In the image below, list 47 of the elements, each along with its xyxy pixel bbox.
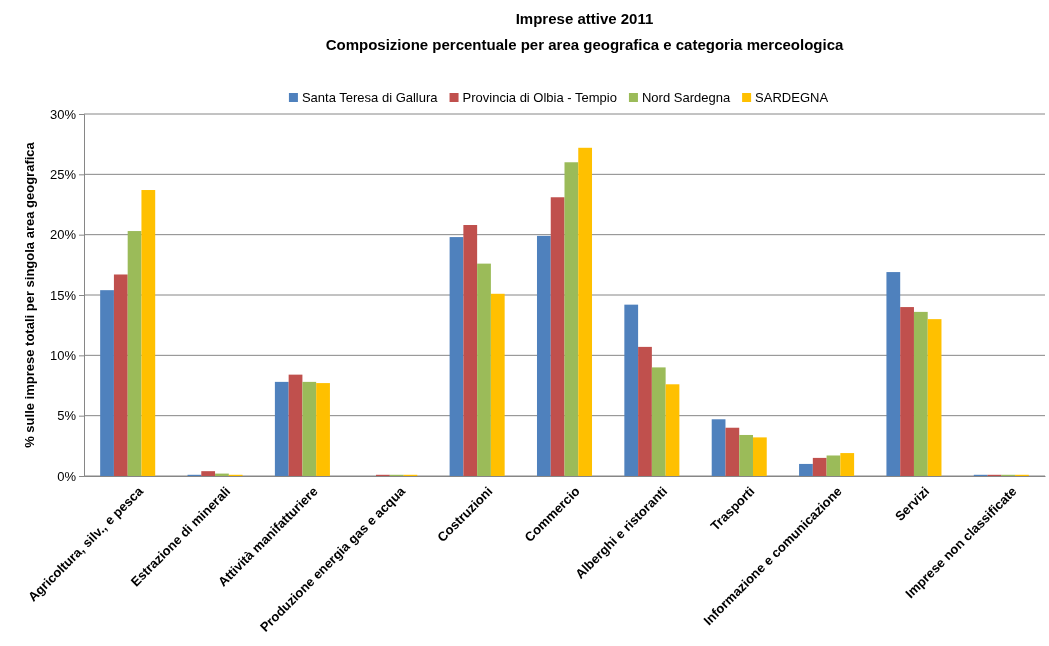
- y-tick-label: 30%: [49, 106, 77, 122]
- bar: [840, 453, 855, 476]
- y-tick-label: 15%: [49, 287, 77, 303]
- bar: [113, 274, 128, 476]
- y-tick-label: 5%: [57, 408, 77, 424]
- bar: [127, 231, 142, 476]
- y-tick-label: 20%: [49, 227, 77, 243]
- bar: [100, 290, 114, 476]
- bar: [288, 374, 303, 476]
- bar: [624, 304, 639, 476]
- bar: [752, 437, 767, 476]
- chart-title: Imprese attive 2011: [515, 10, 654, 27]
- bar: [711, 419, 726, 476]
- bar: [739, 434, 753, 476]
- bar: [201, 471, 216, 476]
- bar: [725, 427, 740, 476]
- legend-label: SARDEGNA: [755, 90, 829, 105]
- bar: [316, 383, 330, 476]
- bar: [477, 263, 491, 476]
- bar: [900, 307, 914, 476]
- legend-label: Provincia di Olbia - Tempio: [462, 90, 617, 105]
- bar: [490, 293, 505, 476]
- y-axis-title: % sulle imprese totali per singola area geografica: [22, 141, 37, 448]
- bar: [651, 367, 666, 476]
- y-tick-label: 0%: [57, 468, 77, 484]
- bar: [463, 225, 478, 476]
- y-tick-label: 10%: [49, 347, 77, 363]
- bar: [927, 319, 942, 476]
- bar: [578, 147, 593, 476]
- bar: [812, 457, 827, 476]
- bar: [638, 346, 652, 476]
- bar: [665, 384, 680, 476]
- bar: [886, 272, 901, 476]
- bar: [141, 190, 156, 476]
- bar: [449, 237, 464, 476]
- bar: [550, 197, 565, 476]
- legend-label: Nord Sardegna: [641, 90, 731, 105]
- bar: [302, 381, 317, 476]
- bar: [536, 235, 551, 476]
- chart-subtitle: Composizione percentuale per area geografica e categoria merceologica: [325, 36, 844, 53]
- bar: [913, 311, 928, 476]
- legend-label: Santa Teresa di Gallura: [301, 90, 439, 105]
- bar: [826, 455, 841, 476]
- bar: [564, 162, 579, 476]
- y-tick-label: 25%: [49, 166, 77, 182]
- bar: [799, 463, 813, 476]
- bar: [274, 381, 289, 476]
